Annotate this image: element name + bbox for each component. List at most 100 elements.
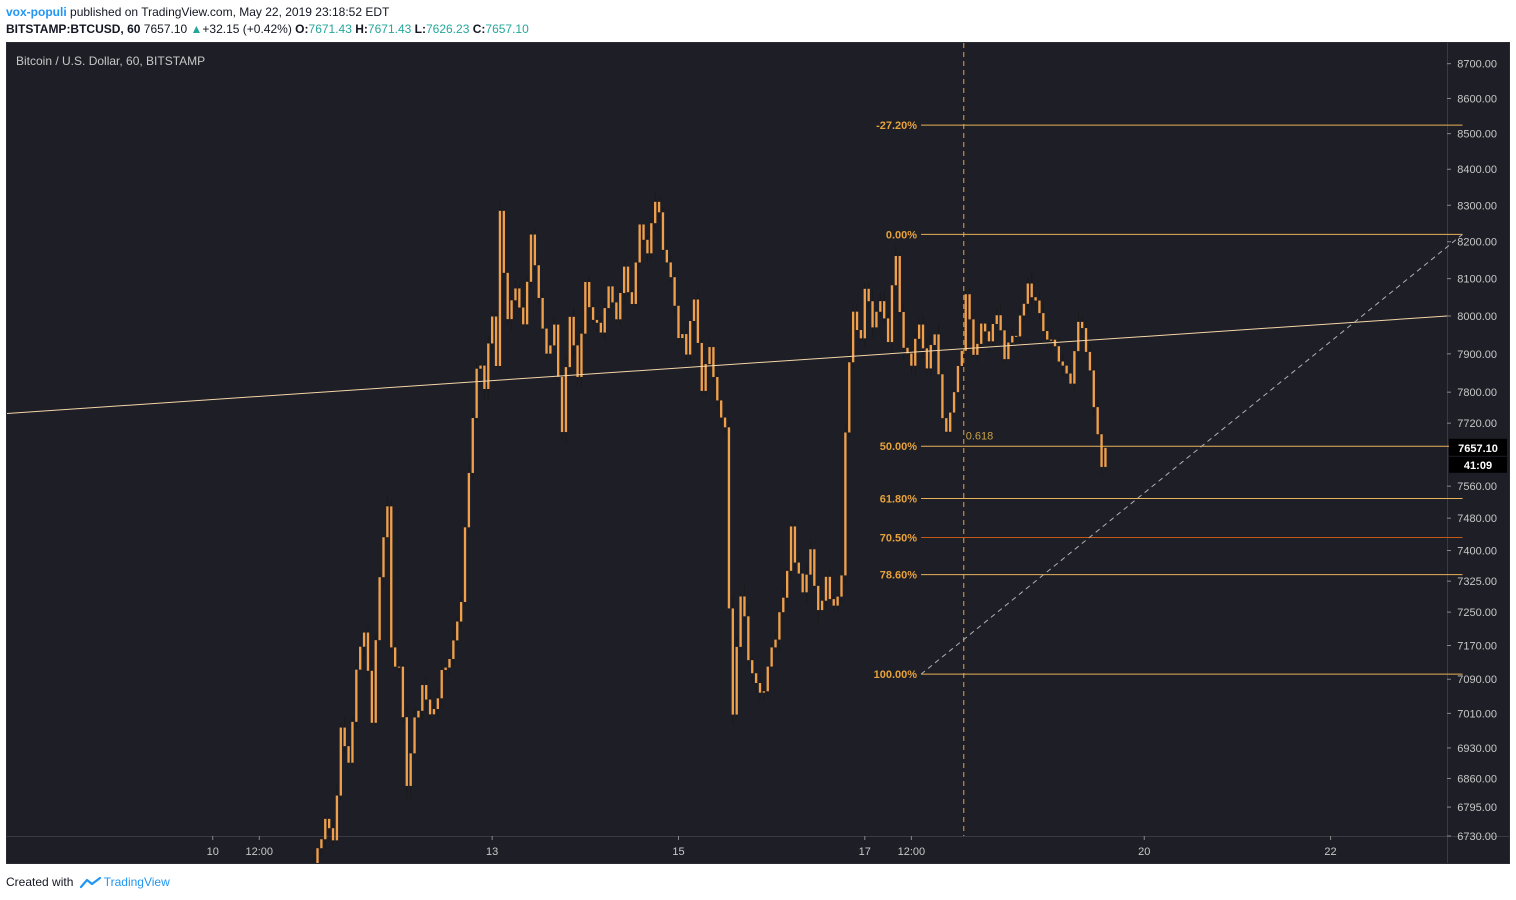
candle <box>987 331 991 342</box>
candle <box>762 691 766 693</box>
candle <box>820 600 824 611</box>
candle <box>518 288 521 308</box>
candle <box>945 418 948 432</box>
created-with-text: Created with <box>6 875 74 889</box>
candle <box>809 549 812 575</box>
candle <box>471 418 474 473</box>
low-value: 7626.23 <box>425 22 470 36</box>
candle <box>650 223 653 254</box>
chart-panel[interactable]: Bitcoin / U.S. Dollar, 60, BITSTAMP 8700.… <box>6 42 1510 864</box>
x-tick-label: 17 <box>859 846 871 858</box>
candle <box>347 746 350 763</box>
last-price-tag <box>1449 438 1507 456</box>
candle <box>335 795 339 841</box>
candle <box>642 224 645 240</box>
candle <box>413 717 416 754</box>
candle <box>976 343 979 355</box>
candle <box>1061 361 1064 366</box>
candle <box>487 343 490 389</box>
candle <box>883 301 886 319</box>
candle <box>1073 351 1076 384</box>
candle <box>886 318 890 343</box>
candle <box>1034 297 1037 301</box>
candle <box>626 266 630 293</box>
chart-header: vox-populi published on TradingView.com,… <box>6 4 1506 37</box>
candle <box>677 305 680 339</box>
candle <box>459 602 463 622</box>
candle <box>1015 335 1018 337</box>
candle <box>1018 315 1022 337</box>
candle <box>960 350 963 366</box>
candle <box>797 562 800 574</box>
candle <box>359 646 362 670</box>
candle <box>681 334 684 339</box>
low-label: L: <box>414 22 426 36</box>
candle <box>972 319 975 355</box>
candle <box>937 334 940 375</box>
candle <box>591 307 595 320</box>
up-arrow-icon: ▲ <box>190 22 203 36</box>
candle <box>634 262 637 304</box>
candle <box>991 324 995 342</box>
y-tick-label: 7325.00 <box>1457 576 1497 588</box>
candle <box>576 345 579 378</box>
candle <box>440 669 443 699</box>
candle <box>1088 351 1092 371</box>
candle <box>925 348 929 369</box>
candle <box>1096 407 1099 435</box>
candle <box>1022 303 1026 316</box>
candle <box>778 612 781 640</box>
candle <box>863 288 866 339</box>
candle <box>995 315 998 325</box>
candle <box>968 294 971 320</box>
candle <box>747 616 750 661</box>
candle <box>327 818 331 829</box>
candle <box>844 432 847 576</box>
ohlc-line: BITSTAMP:BTCUSD, 60 7657.10 ▲+32.15 (+0.… <box>6 21 1506 37</box>
candle <box>339 727 342 796</box>
y-tick-label: 6860.00 <box>1457 773 1497 785</box>
candle <box>669 262 672 278</box>
y-tick-label: 7720.00 <box>1457 418 1497 430</box>
candle <box>467 472 471 528</box>
candle <box>545 328 548 354</box>
candle <box>801 573 804 593</box>
candle <box>615 302 618 320</box>
author-name[interactable]: vox-populi <box>6 5 67 19</box>
candle <box>599 322 603 333</box>
candle <box>956 365 960 393</box>
y-tick-label: 7090.00 <box>1457 674 1497 686</box>
candle <box>355 669 358 722</box>
y-tick-label: 7560.00 <box>1457 481 1497 493</box>
candle <box>685 334 688 355</box>
candle <box>494 316 498 367</box>
candle <box>646 239 649 254</box>
candle <box>983 323 987 332</box>
candle <box>758 682 762 693</box>
candle <box>731 608 734 715</box>
candle <box>556 324 560 377</box>
candle <box>708 347 711 365</box>
candle <box>366 632 370 671</box>
candle <box>712 347 715 378</box>
candle <box>696 299 700 343</box>
candle <box>952 392 956 413</box>
tradingview-link[interactable]: TradingView <box>103 875 170 889</box>
y-tick-label: 7400.00 <box>1457 546 1497 558</box>
candle <box>491 316 494 344</box>
fib-level-label: 61.80% <box>880 494 918 506</box>
candle <box>704 364 707 391</box>
candle <box>735 646 738 715</box>
close-label: C: <box>472 22 486 36</box>
countdown-tag <box>1449 456 1507 473</box>
candle <box>549 345 552 354</box>
x-tick-label: 10 <box>207 846 219 858</box>
candle <box>1057 346 1061 362</box>
candle <box>906 347 909 354</box>
candle <box>553 324 556 346</box>
candle <box>611 286 614 303</box>
fib-level-label: 50.00% <box>880 441 918 453</box>
candle <box>754 673 758 683</box>
candle <box>1046 331 1049 340</box>
price-chart[interactable]: Bitcoin / U.S. Dollar, 60, BITSTAMP 8700.… <box>7 43 1509 863</box>
